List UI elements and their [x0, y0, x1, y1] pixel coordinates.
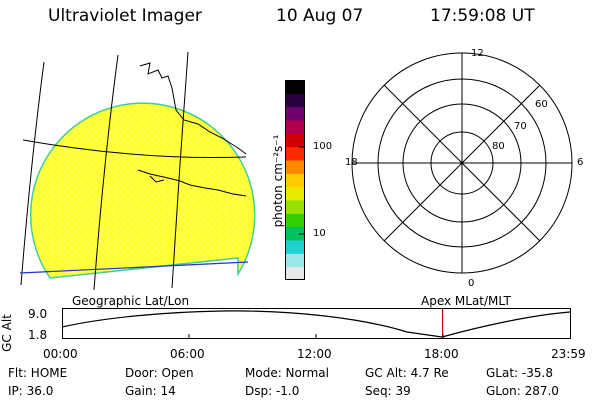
status-dsp: Dsp: -1.0 [245, 384, 300, 398]
mlt-label-6: 6 [577, 157, 584, 168]
colorbar [285, 80, 305, 280]
colorbar-cell [285, 160, 305, 174]
colorbar-tick-10: 10 [313, 228, 326, 239]
status-glon: GLon: 287.0 [486, 384, 559, 398]
colorbar-cell [285, 120, 305, 134]
colorbar-cell [285, 266, 305, 280]
mlt-label-18: 18 [345, 157, 358, 168]
status-mode: Mode: Normal [245, 366, 329, 380]
polar-plot [351, 52, 573, 274]
time-tick-0600: 06:00 [170, 347, 205, 361]
terminator-line [19, 261, 249, 274]
colorbar-cell [285, 213, 305, 228]
colorbar-cell [285, 226, 305, 241]
gc-alt-axis-label: GC Alt [0, 314, 14, 352]
colorbar-cell [285, 80, 305, 94]
orbit-altitude-plot [62, 308, 571, 339]
colorbar-cell [285, 106, 305, 121]
time-tick-2359: 23:59 [551, 347, 586, 361]
time-tick-1800: 18:00 [424, 347, 459, 361]
apex-coordinates-label: Apex MLat/MLT [421, 294, 511, 308]
time-tick-0000: 00:00 [43, 347, 78, 361]
instrument-title: Ultraviolet Imager [48, 6, 202, 26]
status-glat: GLat: -35.8 [486, 366, 553, 380]
earth-disk [30, 102, 256, 279]
status-ip: IP: 36.0 [8, 384, 54, 398]
lat-label-70: 70 [514, 121, 527, 132]
lat-label-80: 80 [492, 141, 505, 152]
status-gain: Gain: 14 [125, 384, 176, 398]
gc-alt-tick-low: 1.8 [28, 328, 48, 342]
colorbar-cell [285, 146, 305, 161]
orbit-altitude-curve [62, 310, 571, 338]
colorbar-cell [285, 186, 305, 201]
map-projection-label: Geographic Lat/Lon [72, 294, 190, 308]
lat-lon-grid [20, 51, 247, 291]
observation-time: 17:59:08 UT [430, 6, 535, 26]
gc-alt-tick-high: 9.0 [28, 307, 48, 321]
colorbar-cell [285, 240, 305, 254]
status-seq: Seq: 39 [365, 384, 411, 398]
colorbar-cell [285, 200, 305, 214]
colorbar-cell [285, 93, 305, 108]
colorbar-tick-100: 100 [313, 141, 333, 152]
mlt-label-12: 12 [471, 48, 484, 59]
mlt-label-0: 0 [468, 278, 475, 289]
colorbar-cell [285, 173, 305, 188]
observation-date: 10 Aug 07 [276, 6, 364, 26]
lat-label-60: 60 [535, 99, 548, 110]
time-tick-1200: 12:00 [297, 347, 332, 361]
status-flt: Flt: HOME [8, 366, 68, 380]
coastline [137, 62, 247, 197]
colorbar-cell [285, 253, 305, 268]
globe-map [19, 51, 256, 291]
colorbar-unit-label: photon cm⁻²s⁻¹ [271, 134, 285, 228]
colorbar-cell [285, 133, 305, 148]
status-gc-alt: GC Alt: 4.7 Re [365, 366, 449, 380]
status-door: Door: Open [125, 366, 194, 380]
